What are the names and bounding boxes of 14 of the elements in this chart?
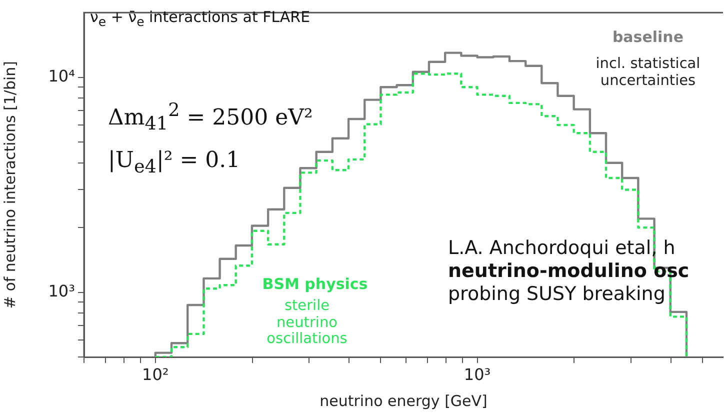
series-label: BSM physics [261, 275, 369, 294]
x-axis-title: neutrino energy [GeV] [320, 392, 488, 410]
y-tick-label: 10⁴ [48, 66, 75, 86]
chart-title: ν$_{e}$ + ν̄$_{e}$ interactions at FLARE [90, 8, 310, 30]
annotation: incl. statistical uncertainties [594, 56, 702, 90]
y-axis-title: # of neutrino interactions [1/bin] [0, 60, 19, 309]
annotation: neutrino-modulino osc [448, 260, 690, 283]
annotation: L.A. Anchordoqui etal, h [448, 237, 676, 260]
text: baseline [611, 28, 685, 46]
annotation: |U$_{e4}$|² = 0.1 [108, 148, 240, 178]
x-tick-label: 10² [142, 364, 169, 384]
annotation: Δm$_{41}$$^{2}$ = 2500 eV² [108, 100, 313, 135]
annotation: probing SUSY breaking [448, 283, 666, 306]
annotation: sterile neutrino oscillations [266, 298, 348, 348]
